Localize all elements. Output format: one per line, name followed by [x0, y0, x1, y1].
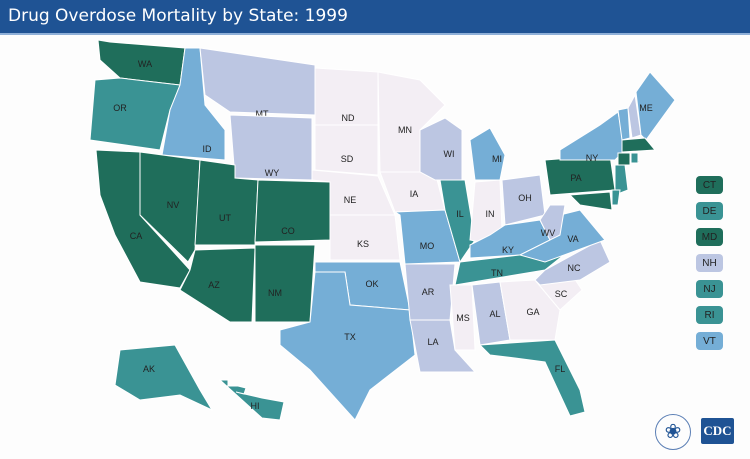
state-label-me: ME [639, 103, 653, 113]
state-label-ca: CA [130, 231, 143, 241]
state-label-ks: KS [357, 239, 369, 249]
legend-state-ct[interactable]: CT [696, 176, 723, 194]
state-label-ia: IA [410, 189, 419, 199]
state-label-sc: SC [555, 289, 568, 299]
state-label-in: IN [486, 209, 495, 219]
state-ga[interactable] [499, 279, 561, 341]
legend-state-md[interactable]: MD [696, 228, 723, 246]
state-label-wy: WY [265, 168, 280, 178]
state-ms[interactable] [449, 284, 476, 351]
state-md[interactable] [568, 191, 613, 211]
state-label-mn: MN [398, 125, 412, 135]
header-bar: Drug Overdose Mortality by State: 1999 [0, 0, 750, 35]
state-label-pa: PA [570, 173, 581, 183]
state-nj[interactable] [614, 164, 629, 196]
state-label-ky: KY [502, 245, 514, 255]
state-mi[interactable] [469, 127, 506, 181]
state-label-il: IL [456, 209, 464, 219]
state-label-oh: OH [518, 193, 532, 203]
state-label-ut: UT [219, 213, 231, 223]
legend-state-de[interactable]: DE [696, 202, 723, 220]
state-label-wv: WV [541, 228, 556, 238]
state-ma[interactable] [621, 137, 657, 153]
state-label-fl: FL [555, 364, 566, 374]
state-mt[interactable] [199, 47, 316, 116]
cdc-logo: CDC [701, 418, 734, 444]
state-label-or: OR [113, 103, 127, 113]
state-label-tx: TX [344, 332, 356, 342]
state-label-la: LA [427, 337, 438, 347]
state-wv[interactable] [539, 204, 566, 241]
state-fl[interactable] [478, 339, 586, 417]
state-ct[interactable] [617, 152, 631, 166]
state-hi[interactable] [218, 379, 285, 421]
state-de[interactable] [611, 189, 621, 206]
state-ri[interactable] [630, 152, 639, 164]
state-label-sd: SD [341, 154, 354, 164]
state-label-nm: NM [268, 288, 282, 298]
state-label-co: CO [281, 226, 295, 236]
state-la[interactable] [409, 319, 477, 373]
state-label-tn: TN [491, 268, 503, 278]
state-label-va: VA [567, 234, 578, 244]
us-choropleth-map: WA OR ID MT WY CA NV UT AZ CO NM ND SD NE KS OK TX MN IA MO… [89, 39, 676, 421]
state-label-ak: AK [143, 364, 155, 374]
state-ks[interactable] [329, 214, 401, 261]
page-title: Drug Overdose Mortality by State: 1999 [8, 6, 348, 26]
state-label-hi: HI [251, 401, 260, 411]
state-label-mt: MT [256, 109, 269, 119]
state-label-ar: AR [422, 287, 435, 297]
state-label-ny: NY [586, 153, 599, 163]
legend-state-vt[interactable]: VT [696, 332, 723, 350]
state-label-ms: MS [456, 313, 470, 323]
state-label-az: AZ [208, 280, 220, 290]
state-label-al: AL [489, 309, 500, 319]
state-nv[interactable] [139, 151, 201, 263]
state-me[interactable] [635, 71, 676, 141]
state-nm[interactable] [254, 244, 316, 323]
legend-state-ri[interactable]: RI [696, 306, 723, 324]
hhs-eagle-logo: ❀ [655, 414, 691, 450]
state-label-nc: NC [568, 263, 581, 273]
state-label-ne: NE [344, 195, 357, 205]
state-label-mi: MI [492, 154, 502, 164]
state-wi[interactable] [419, 117, 463, 181]
state-mo[interactable] [393, 209, 461, 265]
state-sd[interactable] [314, 124, 379, 176]
state-label-mo: MO [420, 241, 435, 251]
state-il[interactable] [439, 179, 476, 264]
state-label-nv: NV [167, 200, 180, 210]
state-label-ga: GA [526, 307, 539, 317]
state-label-wi: WI [444, 149, 455, 159]
state-label-ok: OK [365, 279, 378, 289]
legend-state-nh[interactable]: NH [696, 254, 723, 272]
state-label-nd: ND [342, 113, 355, 123]
state-label-id: ID [203, 144, 213, 154]
state-vt[interactable] [617, 107, 631, 141]
legend-state-nj[interactable]: NJ [696, 280, 723, 298]
small-states-legend: CT DE MD NH NJ RI VT [696, 176, 723, 358]
state-ak[interactable] [114, 344, 214, 412]
state-label-wa: WA [138, 59, 152, 69]
